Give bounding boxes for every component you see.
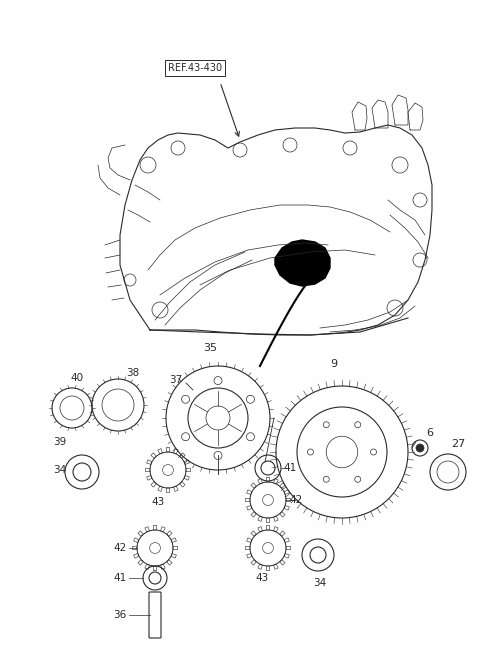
Text: 34: 34 [313, 578, 326, 588]
Text: 43: 43 [255, 573, 269, 583]
Text: 42: 42 [289, 495, 302, 505]
Polygon shape [275, 240, 330, 286]
Text: 41: 41 [113, 573, 127, 583]
Text: REF.43-430: REF.43-430 [168, 63, 222, 73]
Circle shape [416, 444, 424, 452]
Text: 42: 42 [113, 543, 127, 553]
Text: 35: 35 [203, 343, 217, 353]
Text: 38: 38 [126, 368, 140, 378]
Text: 37: 37 [169, 375, 182, 385]
Text: 34: 34 [53, 465, 67, 475]
Text: 43: 43 [151, 497, 165, 507]
Text: 39: 39 [53, 437, 67, 447]
Text: 9: 9 [330, 359, 337, 369]
Text: 41: 41 [283, 463, 297, 473]
Text: 36: 36 [113, 610, 127, 620]
Text: 27: 27 [451, 439, 465, 449]
Text: 6: 6 [427, 428, 433, 438]
Text: 40: 40 [71, 373, 84, 383]
